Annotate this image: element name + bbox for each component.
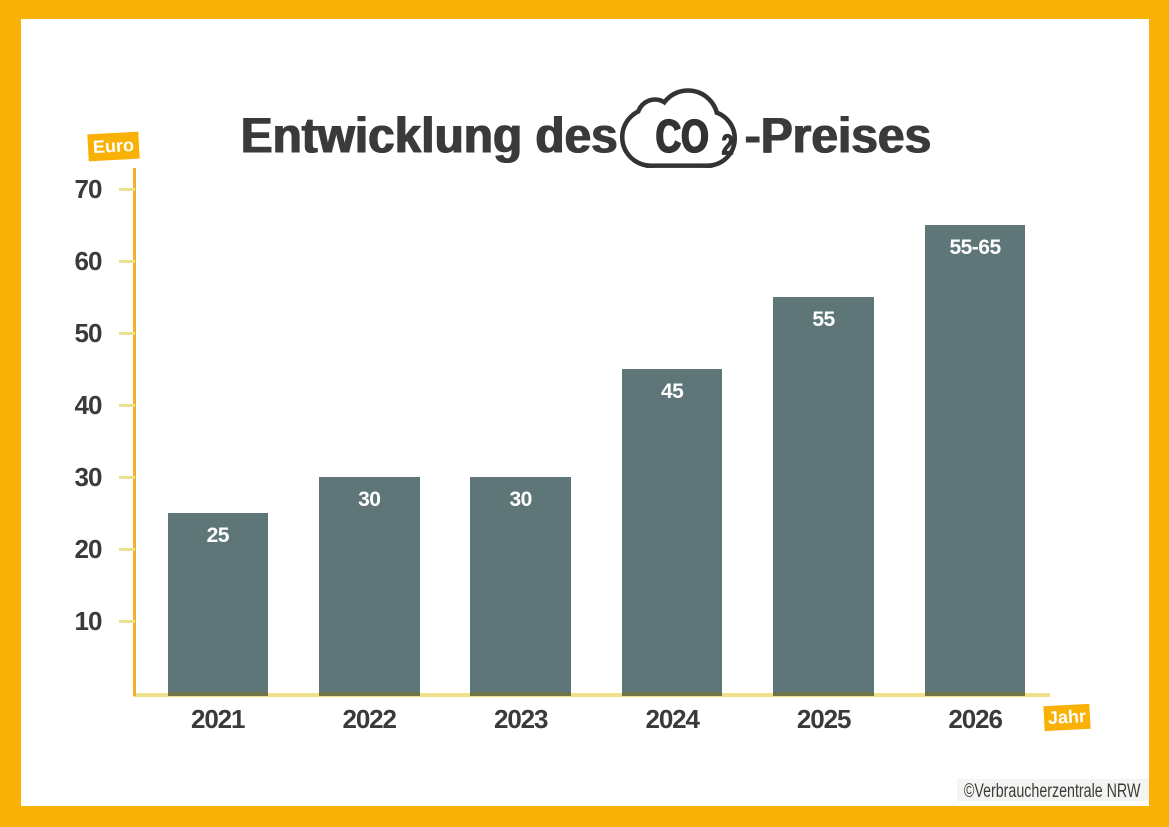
- svg-text:-Preises: -Preises: [744, 107, 931, 163]
- svg-text:Entwicklung des: Entwicklung des: [242, 107, 619, 163]
- svg-text:CO: CO: [657, 110, 710, 162]
- svg-text:Entwicklung des: Entwicklung des: [240, 107, 617, 163]
- svg-text:2: 2: [721, 130, 733, 162]
- svg-text:2: 2: [722, 130, 734, 162]
- svg-text:CO: CO: [655, 110, 708, 162]
- svg-text:-Preises: -Preises: [746, 107, 933, 163]
